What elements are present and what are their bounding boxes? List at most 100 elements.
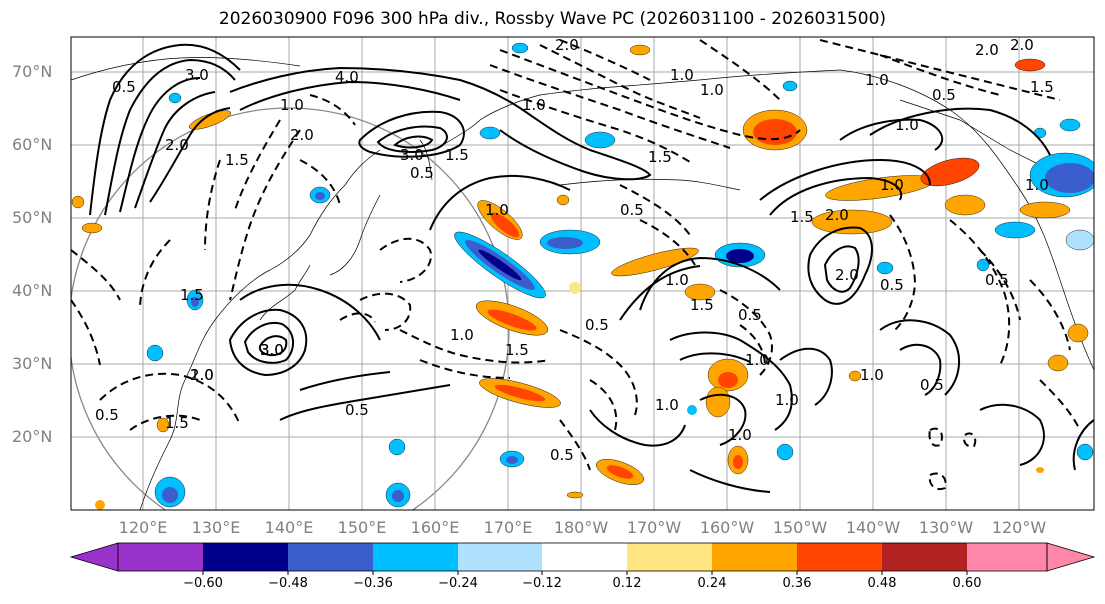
lat-label: 20°N xyxy=(12,427,53,446)
coastlines xyxy=(71,57,1094,510)
contour-label: 2.0 xyxy=(190,366,214,384)
contour-label: 1.0 xyxy=(1025,176,1049,194)
contour-label: 2.0 xyxy=(835,266,859,284)
contour-label: 1.0 xyxy=(485,201,509,219)
lon-label: 120°W xyxy=(991,518,1047,537)
contour-label: 1.0 xyxy=(880,176,904,194)
map-area: 0.5 3.0 4.0 1.0 2.0 1.5 0.5 2.0 1.0 1.5 … xyxy=(71,36,1094,510)
contour-label: 1.5 xyxy=(1030,78,1054,96)
contour-label: 0.5 xyxy=(95,406,119,424)
contour-label: 2.0 xyxy=(825,206,849,224)
contour-label: 0.5 xyxy=(620,201,644,219)
contour-label: 0.5 xyxy=(880,276,904,294)
contour-label: 1.0 xyxy=(655,396,679,414)
contour-label: 1.0 xyxy=(450,326,474,344)
colorbar-bin xyxy=(288,543,373,571)
contour-label: 0.5 xyxy=(345,401,369,419)
lon-label: 160°E xyxy=(410,518,460,537)
contour-label: 3.0 xyxy=(400,146,424,164)
contour-label: 2.0 xyxy=(975,41,999,59)
contour-label: 0.5 xyxy=(985,271,1009,289)
lat-label: 30°N xyxy=(12,354,53,373)
solid-contours xyxy=(89,43,1094,493)
colorbar-tick-label: −0.12 xyxy=(522,576,562,591)
colorbar-tick-label: −0.24 xyxy=(438,576,478,591)
contour-label: 0.5 xyxy=(585,316,609,334)
colorbar-bin xyxy=(797,543,882,571)
colorbar-bin xyxy=(712,543,797,571)
contour-label: 0.5 xyxy=(738,306,762,324)
lat-label: 70°N xyxy=(12,62,53,81)
contour-label: 2.0 xyxy=(1010,36,1034,54)
lon-label: 130°W xyxy=(918,518,974,537)
colorbar-tick-label: −0.60 xyxy=(183,576,223,591)
lon-label: 180°W xyxy=(553,518,609,537)
contour-label: 0.5 xyxy=(550,446,574,464)
lon-label: 120°E xyxy=(118,518,168,537)
contour-label: 1.0 xyxy=(522,96,546,114)
contour-label: 3.0 xyxy=(185,66,209,84)
colorbar-bin xyxy=(882,543,967,571)
gridlines xyxy=(71,37,1094,510)
colorbar-extend-min xyxy=(69,542,119,572)
contour-label: 1.0 xyxy=(670,66,694,84)
contour-label: 1.0 xyxy=(865,71,889,89)
map-title: 2026030900 F096 300 hPa div., Rossby Wav… xyxy=(218,9,887,29)
contour-label: 0.5 xyxy=(112,78,136,96)
contour-label: 1.5 xyxy=(445,146,469,164)
contour-label: 1.0 xyxy=(700,81,724,99)
colorbar-bin xyxy=(542,543,627,571)
lon-label: 150°E xyxy=(337,518,387,537)
colorbar xyxy=(69,542,1096,575)
contour-label: 1.0 xyxy=(775,391,799,409)
contour-label: 1.5 xyxy=(790,208,814,226)
dashed-contours xyxy=(71,39,1081,491)
contour-label: 1.0 xyxy=(895,116,919,134)
contour-label: 1.5 xyxy=(690,296,714,314)
contour-label: 3.0 xyxy=(260,341,284,359)
contour-label: 1.0 xyxy=(190,366,214,384)
colorbar-tick-label: −0.48 xyxy=(268,576,308,591)
contour-labels: 0.5 3.0 4.0 1.0 2.0 1.5 0.5 2.0 1.0 1.5 … xyxy=(95,36,1054,464)
colorbar-tick-label: 0.60 xyxy=(952,576,982,591)
divergence-shading xyxy=(71,42,1094,510)
lon-label: 160°W xyxy=(699,518,755,537)
contour-label: 1.0 xyxy=(280,96,304,114)
lat-label: 40°N xyxy=(12,281,53,300)
lat-label: 60°N xyxy=(12,135,53,154)
lon-label: 140°W xyxy=(845,518,901,537)
colorbar-bin xyxy=(627,543,712,571)
lon-label: 140°E xyxy=(264,518,314,537)
colorbar-tick-label: −0.36 xyxy=(353,576,393,591)
colorbar-bin xyxy=(458,543,542,571)
colorbar-bin xyxy=(967,543,1047,571)
contour-label: 4.0 xyxy=(335,68,359,86)
contour-label: 2.0 xyxy=(555,36,579,54)
colorbar-tick-label: 0.12 xyxy=(612,576,642,591)
colorbar-extend-max xyxy=(1046,542,1096,572)
lon-label: 170°W xyxy=(626,518,682,537)
contour-label: 2.0 xyxy=(290,126,314,144)
colorbar-bin xyxy=(118,543,203,571)
contour-label: 1.5 xyxy=(648,148,672,166)
contour-label: 3.0 xyxy=(260,341,284,359)
contour-label: 1.0 xyxy=(728,426,752,444)
contour-label: 1.5 xyxy=(225,151,249,169)
contour-label: 1.5 xyxy=(180,286,204,304)
map-frame xyxy=(70,36,1095,511)
lon-label: 130°E xyxy=(191,518,241,537)
colorbar-bin xyxy=(373,543,458,571)
contour-label: 0.5 xyxy=(410,164,434,182)
colorbar-tick-label: 0.24 xyxy=(697,576,727,591)
contour-label: 0.5 xyxy=(932,86,956,104)
lat-label: 50°N xyxy=(12,208,53,227)
contour-label: 1.0 xyxy=(745,351,769,369)
contour-label: 1.0 xyxy=(860,366,884,384)
contour-label: 1.5 xyxy=(165,414,189,432)
contour-label: 0.5 xyxy=(920,376,944,394)
lon-label: 170°E xyxy=(483,518,533,537)
colorbar-tick-label: 0.48 xyxy=(867,576,897,591)
lon-label: 150°W xyxy=(772,518,828,537)
colorbar-bin xyxy=(203,543,288,571)
